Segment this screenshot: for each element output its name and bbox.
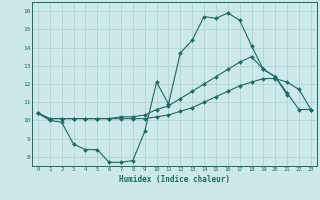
X-axis label: Humidex (Indice chaleur): Humidex (Indice chaleur)	[119, 175, 230, 184]
